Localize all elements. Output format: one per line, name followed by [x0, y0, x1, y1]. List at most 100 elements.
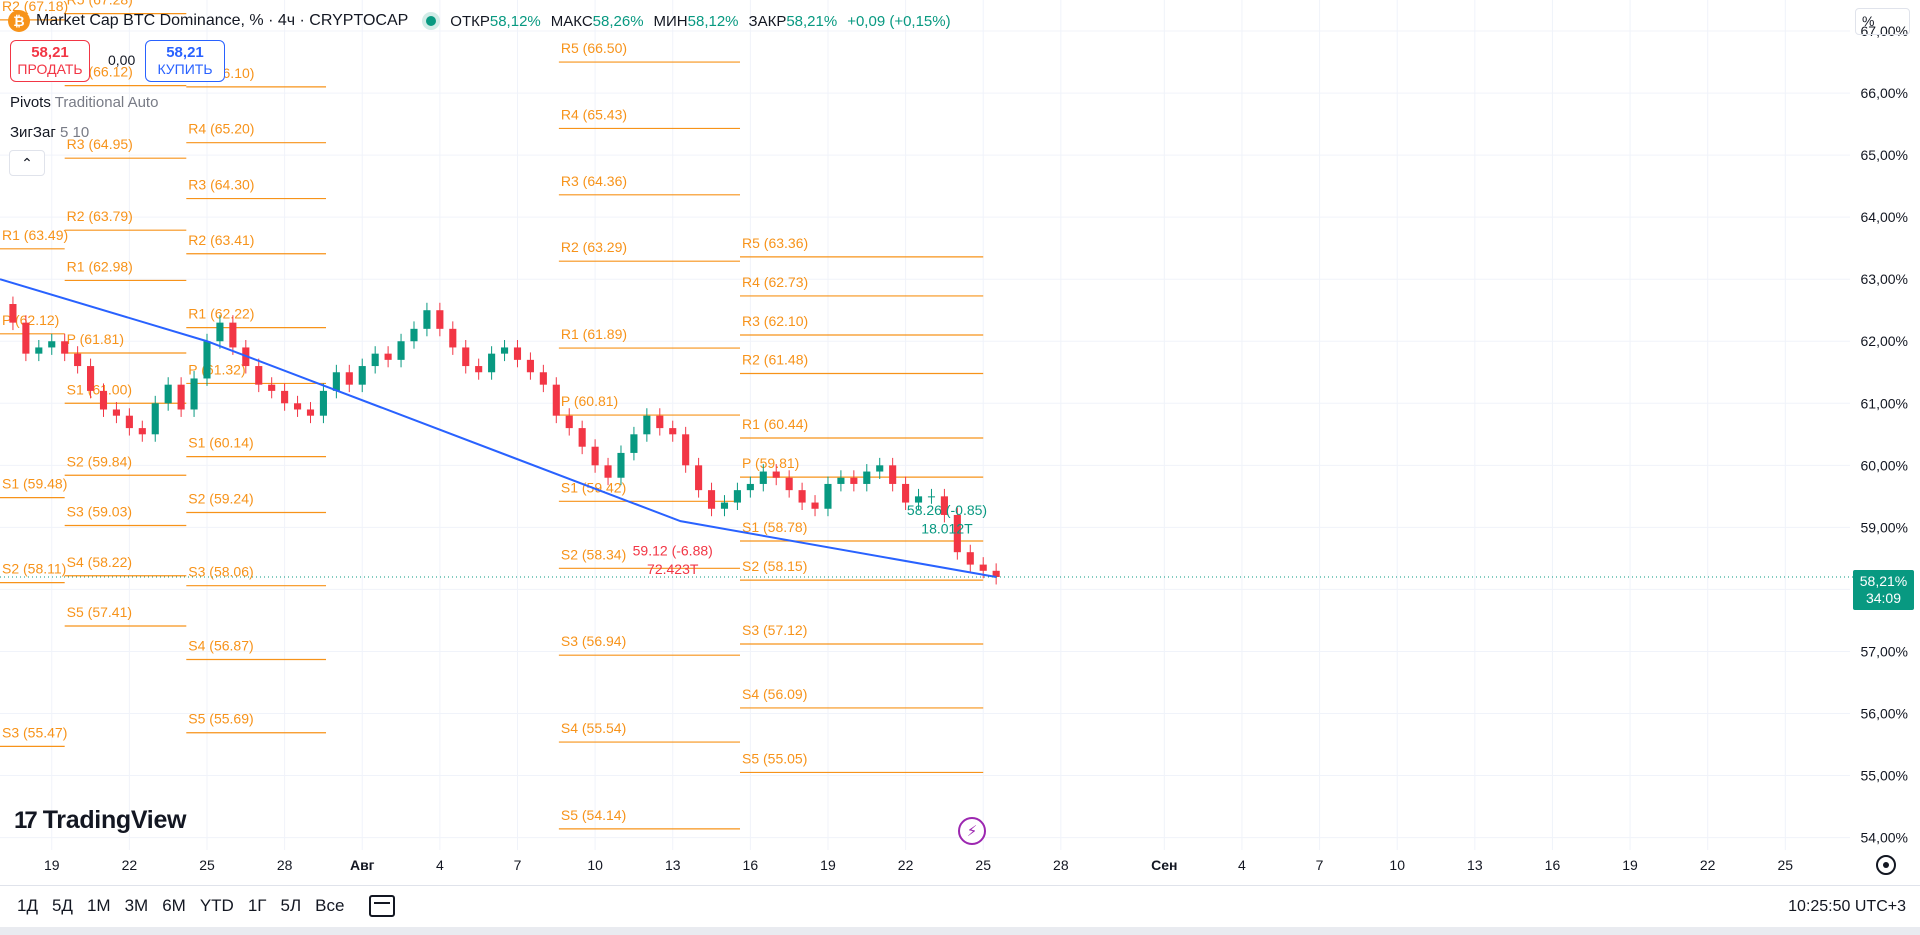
candle-body: [138, 428, 146, 435]
market-status-icon[interactable]: [426, 16, 437, 26]
candle-body: [526, 359, 534, 373]
tradingview-logo[interactable]: 17 TradingView: [14, 806, 187, 835]
zigzag-label: 58.26 (-0.85): [907, 502, 987, 518]
sell-label: ПРОДАТЬ: [17, 61, 83, 77]
candle-body: [151, 403, 159, 435]
x-tick-label: Сен: [1151, 857, 1177, 873]
pivot-level-label: S3 (58.06): [188, 564, 253, 580]
candle-body: [9, 304, 17, 323]
range-button-0[interactable]: 1Д: [17, 896, 38, 915]
spread-value: 0,00: [108, 52, 136, 68]
indicator-zigzag[interactable]: ЗигЗаг 5 10: [10, 124, 89, 141]
candle-body: [216, 322, 224, 342]
high-label: МАКС: [550, 12, 593, 30]
bottom-toolbar: 1Д 5Д 1М 3М 6М YTD 1Г 5Л Все 10:25:50 UTC+3: [0, 885, 1920, 927]
candle-body: [682, 434, 690, 466]
pivot-level-label: R2 (61.48): [742, 352, 808, 368]
settings-icon[interactable]: [1876, 855, 1896, 875]
clock[interactable]: 10:25:50 UTC+3: [1788, 898, 1906, 915]
pivot-level-label: S4 (55.54): [561, 720, 626, 736]
range-button-2[interactable]: 1М: [86, 896, 111, 915]
price-chart[interactable]: 54,00%55,00%56,00%57,00%58,00%59,00%60,0…: [0, 0, 1920, 885]
y-tick-label: 62,00%: [1861, 333, 1908, 349]
candle-body: [889, 465, 897, 484]
y-tick-label: 59,00%: [1861, 519, 1908, 535]
candle-body: [953, 514, 961, 553]
candle-body: [850, 477, 858, 484]
x-tick-label: 13: [665, 857, 681, 873]
range-button-8[interactable]: Все: [315, 896, 345, 915]
pivot-level-label: R4 (62.73): [742, 274, 808, 290]
pivot-level-label: S4 (58.22): [67, 554, 132, 570]
sell-button[interactable]: 58,21 ПРОДАТЬ: [10, 40, 90, 82]
candle-body: [811, 502, 819, 509]
pivot-level-label: R3 (64.36): [561, 173, 627, 189]
candle-body: [979, 564, 987, 571]
pivot-level-label: R1 (62.22): [188, 306, 254, 322]
open-label: ОТКР: [450, 12, 490, 30]
pivot-level-label: S1 (59.48): [2, 476, 67, 492]
candle-body: [824, 483, 832, 509]
candle-body: [423, 310, 431, 329]
open-value: 58,12%: [489, 12, 541, 30]
low-value: 58,12%: [687, 12, 739, 30]
y-tick-label: 57,00%: [1861, 643, 1908, 659]
logo-text: TradingView: [42, 806, 187, 834]
calendar-icon[interactable]: [369, 895, 396, 917]
candle-body: [617, 452, 625, 478]
collapse-legend-button[interactable]: ⌃: [9, 150, 45, 176]
zigzag-line: [0, 278, 997, 578]
candle-body: [733, 490, 741, 503]
pivot-level-label: S2 (58.15): [742, 558, 807, 574]
range-button-4[interactable]: 6М: [162, 896, 186, 915]
range-button-7[interactable]: 5Л: [280, 896, 302, 915]
candle-body: [940, 496, 948, 515]
pivot-level-label: S5 (54.14): [561, 807, 626, 823]
indicator-pivots[interactable]: Pivots Traditional Auto: [10, 94, 158, 111]
buy-label: КУПИТЬ: [157, 61, 213, 77]
candle-body: [410, 328, 418, 342]
y-tick-label: 55,00%: [1861, 768, 1908, 784]
x-tick-label: 25: [975, 857, 991, 873]
range-button-5[interactable]: YTD: [199, 896, 234, 915]
x-tick-label: 28: [277, 857, 293, 873]
x-tick-label: 22: [1700, 857, 1716, 873]
unit-selector[interactable]: %: [1855, 8, 1910, 35]
candle-body: [371, 353, 379, 367]
candle-body: [61, 341, 69, 354]
candle-body: [164, 384, 172, 404]
x-tick-label: 7: [514, 857, 522, 873]
candle-body: [436, 310, 444, 329]
range-button-6[interactable]: 1Г: [247, 896, 267, 915]
candle-body: [345, 372, 353, 385]
pivot-level-label: P (60.81): [561, 393, 618, 409]
candle-body: [513, 347, 522, 360]
pivot-level-label: P (61.32): [188, 361, 245, 377]
pivots-name: Pivots: [10, 94, 51, 111]
lightning-icon[interactable]: ⚡: [958, 817, 986, 845]
range-button-1[interactable]: 5Д: [51, 896, 73, 915]
symbol-title[interactable]: Market Cap BTC Dominance, % · 4ч · CRYPT…: [36, 12, 409, 29]
sell-price: 58,21: [31, 44, 69, 61]
pivot-level-label: R3 (64.30): [188, 177, 254, 193]
candle-body: [772, 471, 780, 478]
pivot-level-label: R2 (63.79): [67, 208, 133, 224]
pivot-level-label: P (61.81): [67, 331, 124, 347]
candle-body: [22, 322, 30, 354]
pivot-level-label: S5 (55.05): [742, 750, 807, 766]
candle-body: [112, 409, 120, 416]
zigzag-label: 59.12 (-6.88): [633, 542, 713, 558]
close-value: 58,21%: [786, 12, 838, 30]
chart-legend: ₿ Market Cap BTC Dominance, % · 4ч · CRY…: [8, 10, 961, 32]
candle-body: [358, 366, 366, 385]
x-tick-label: 10: [1389, 857, 1405, 873]
x-tick-label: 22: [898, 857, 914, 873]
candle-body: [319, 390, 327, 416]
pivot-level-label: R2 (63.29): [561, 239, 627, 255]
buy-button[interactable]: 58,21 КУПИТЬ: [145, 40, 225, 82]
pivot-level-label: R1 (63.49): [2, 227, 68, 243]
zigzag-label: 18.012T: [921, 521, 973, 537]
candle-body: [48, 341, 56, 348]
candle-body: [500, 347, 509, 354]
range-button-3[interactable]: 3М: [124, 896, 149, 915]
